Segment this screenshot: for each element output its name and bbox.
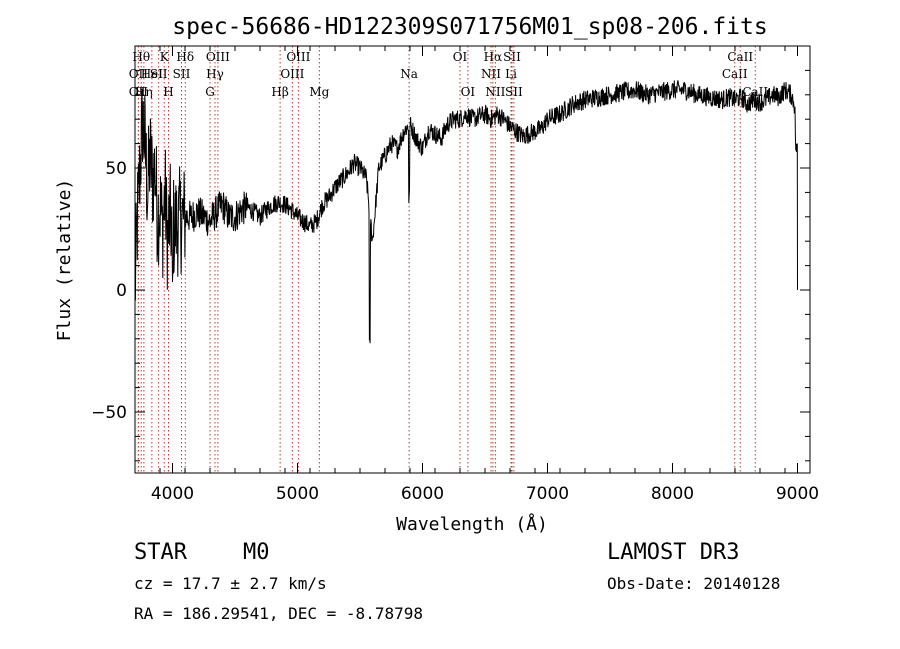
y-tick-label: 0 bbox=[116, 281, 127, 301]
line-marker-label: Mg bbox=[309, 85, 329, 99]
line-marker-label: G bbox=[205, 85, 215, 99]
line-marker-label: CaII bbox=[727, 50, 753, 64]
observation-date: Obs-Date: 20140128 bbox=[607, 574, 781, 593]
line-marker-label: OI bbox=[453, 50, 468, 64]
line-marker-label: K bbox=[160, 50, 170, 64]
spectrum-series bbox=[134, 80, 798, 344]
line-marker-label: Hβ bbox=[271, 85, 288, 99]
chart-title: spec-56686-HD122309S071756M01_sp08-206.f… bbox=[172, 14, 767, 40]
line-marker-label: H bbox=[163, 85, 173, 99]
line-marker-label: Na bbox=[400, 67, 418, 81]
line-marker-label: NII bbox=[481, 67, 501, 81]
line-marker-label: OI bbox=[461, 85, 476, 99]
line-marker-label: HeI bbox=[141, 67, 164, 81]
line-marker-label: Hγ bbox=[206, 67, 224, 81]
y-axis-label: Flux (relative) bbox=[54, 179, 75, 342]
line-marker-label: SII bbox=[505, 85, 523, 99]
object-class: STAR bbox=[134, 540, 187, 565]
line-marker-label: Hθ bbox=[132, 50, 150, 64]
line-marker-label: NII bbox=[485, 85, 505, 99]
x-axis-label: Wavelength (Å) bbox=[396, 513, 548, 535]
redshift-value: cz = 17.7 ± 2.7 km/s bbox=[134, 574, 327, 593]
object-subclass: M0 bbox=[243, 540, 270, 565]
line-marker-label: OIII bbox=[286, 50, 310, 64]
x-tick-label: 8000 bbox=[651, 484, 694, 504]
axis-ticks: 4000 5000 6000 7000 8000 9000 −50 0 50 bbox=[91, 46, 819, 504]
survey-name: LAMOST DR3 bbox=[607, 540, 740, 565]
x-tick-label: 4000 bbox=[151, 484, 194, 504]
line-marker-label: Hη bbox=[135, 85, 153, 99]
line-marker-label: CaII bbox=[722, 67, 748, 81]
line-marker-label: OIII bbox=[206, 50, 230, 64]
line-marker-label: SII bbox=[503, 50, 521, 64]
y-tick-label: 50 bbox=[105, 159, 127, 179]
y-tick-label: −50 bbox=[91, 403, 127, 423]
line-marker-label: Hα bbox=[484, 50, 503, 64]
plot-frame bbox=[134, 45, 811, 474]
line-marker-label: Li bbox=[505, 67, 517, 81]
line-marker-label: SII bbox=[173, 67, 191, 81]
line-marker-label: SII bbox=[150, 67, 168, 81]
x-tick-label: 5000 bbox=[276, 484, 319, 504]
x-tick-label: 7000 bbox=[526, 484, 569, 504]
spectrum-line bbox=[134, 80, 798, 344]
coordinates: RA = 186.29541, DEC = -8.78798 bbox=[134, 604, 423, 623]
x-tick-label: 6000 bbox=[401, 484, 444, 504]
x-tick-label: 9000 bbox=[776, 484, 819, 504]
line-marker-label: Hδ bbox=[176, 50, 194, 64]
line-markers: OIIOIIHθHηHeISIIKHSIIHδGHγOIIIHβOIIIOIII… bbox=[129, 46, 768, 473]
line-marker-label: OIII bbox=[280, 67, 304, 81]
